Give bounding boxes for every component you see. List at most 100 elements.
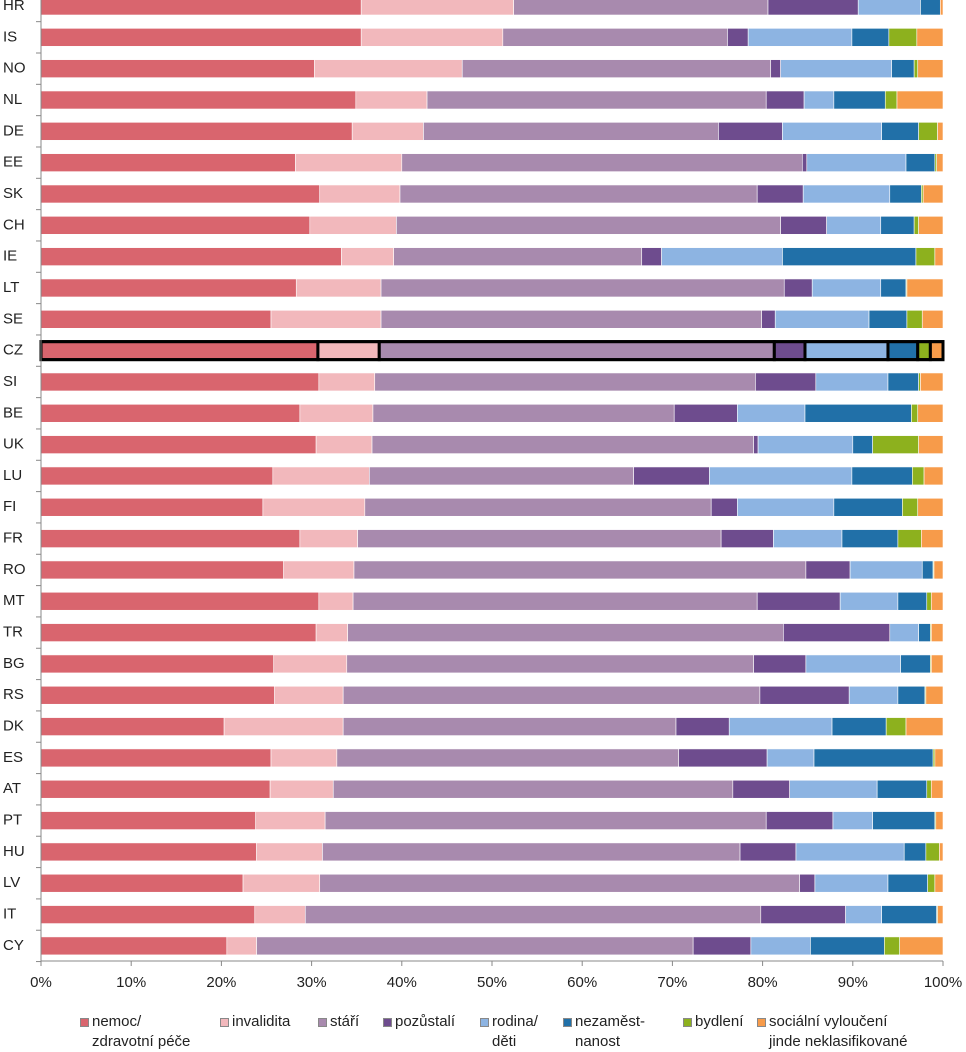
y-tick-label: RO: [3, 561, 26, 578]
y-tick-label: UK: [3, 436, 24, 453]
bar-segment: [897, 591, 928, 611]
bar-segment: [256, 842, 323, 862]
bar-segment: [377, 340, 776, 362]
bar-segment: [270, 309, 382, 329]
y-tick-label: AT: [3, 780, 21, 797]
legend-label: stáří: [330, 1013, 360, 1030]
bar-segment: [40, 403, 301, 423]
legend-swatch: [383, 1018, 392, 1027]
bar-segment: [939, 0, 944, 16]
bar-segment: [911, 403, 919, 423]
y-tick-label: IS: [3, 28, 17, 45]
bar-segment: [906, 278, 944, 298]
y-tick-label: CY: [3, 937, 24, 954]
y-tick-label: PT: [3, 812, 22, 829]
y-tick-label: FI: [3, 498, 16, 515]
bar-segment: [928, 340, 945, 362]
bar-segment: [814, 873, 889, 893]
bar-segment: [920, 0, 941, 16]
bar-segment: [332, 779, 734, 799]
bar-segment: [916, 28, 944, 47]
bar-segment: [314, 59, 463, 78]
x-tick-label: 30%: [297, 974, 327, 991]
bar-segment: [881, 122, 919, 141]
legend-item: nemoc/ zdravotní péče: [80, 1012, 190, 1052]
bar-segment: [40, 623, 317, 642]
legend-label: bydlení: [695, 1013, 744, 1030]
bar-segment: [915, 247, 936, 266]
y-tick-label: SI: [3, 373, 17, 390]
bar-segment: [799, 873, 816, 893]
y-tick-label: DE: [3, 122, 24, 139]
bar-segment: [770, 59, 781, 78]
bar-segment: [852, 435, 873, 454]
bar-segment: [918, 435, 944, 454]
legend-item: sociální vyloučení jinde neklasifikované: [757, 1012, 907, 1052]
bar-segment: [782, 122, 882, 141]
y-tick-label: DK: [3, 718, 24, 735]
bar-segment: [316, 340, 381, 362]
bar-segment: [939, 842, 944, 862]
bar-segment: [921, 560, 934, 580]
legend-label: sociální vyloučení jinde neklasifikované: [769, 1013, 908, 1050]
x-tick-label: 40%: [387, 974, 417, 991]
bar-segment: [678, 748, 768, 768]
bar-segment: [360, 0, 514, 16]
bar-segment: [256, 936, 694, 956]
y-tick-label: MT: [3, 592, 25, 609]
bar-segment: [765, 811, 834, 830]
y-tick-label: CH: [3, 216, 25, 233]
y-tick-label: NL: [3, 91, 22, 108]
bar-segment: [315, 623, 348, 642]
bar-segment: [40, 216, 311, 235]
bar-segment: [760, 905, 846, 924]
bar-segment: [380, 278, 785, 298]
bar-segment: [322, 842, 741, 862]
bar-segment: [891, 59, 915, 78]
bar-segment: [737, 403, 806, 423]
bar-segment: [262, 497, 366, 517]
bar-segment: [40, 122, 353, 141]
bar-segment: [673, 403, 738, 423]
bar-segment: [759, 685, 850, 705]
bar-segment: [299, 529, 358, 548]
bar-segment: [933, 560, 944, 580]
bar-segment: [710, 497, 738, 517]
x-tick-label: 10%: [116, 974, 146, 991]
bar-segment: [269, 779, 334, 799]
bar-segment: [937, 905, 944, 924]
x-tick-label: 60%: [567, 974, 597, 991]
bar-segment: [918, 216, 944, 235]
y-tick-label: RS: [3, 686, 24, 703]
legend-swatch: [220, 1018, 229, 1027]
bar-segment: [934, 873, 944, 893]
bar-segment: [757, 435, 854, 454]
bar-segment: [851, 28, 890, 47]
bar-segment: [40, 184, 321, 204]
bar-segment: [917, 403, 944, 423]
bar-segment: [242, 873, 321, 893]
bar-segment: [40, 59, 315, 78]
bar-segment: [772, 340, 807, 362]
bar-segment: [767, 0, 859, 16]
y-tick-label: CZ: [3, 342, 23, 359]
bar-segment: [728, 717, 833, 736]
bar-segment: [342, 717, 677, 736]
bar-segment: [324, 811, 767, 830]
legend-swatch: [318, 1018, 327, 1027]
bar-segment: [40, 685, 275, 705]
bar-segment: [40, 309, 272, 329]
legend-swatch: [563, 1018, 572, 1027]
bar-segment: [675, 717, 730, 736]
bar-segment: [887, 372, 919, 392]
bar-segment: [765, 90, 805, 110]
bar-segment: [849, 560, 923, 580]
bar-segment: [880, 278, 907, 298]
bar-segment: [633, 466, 710, 486]
y-tick-label: SE: [3, 310, 23, 327]
y-tick-label: HU: [3, 843, 25, 860]
bar-segment: [872, 811, 936, 830]
bar-segment: [884, 90, 898, 110]
bar-segment: [661, 247, 783, 266]
bar-segment: [352, 591, 758, 611]
